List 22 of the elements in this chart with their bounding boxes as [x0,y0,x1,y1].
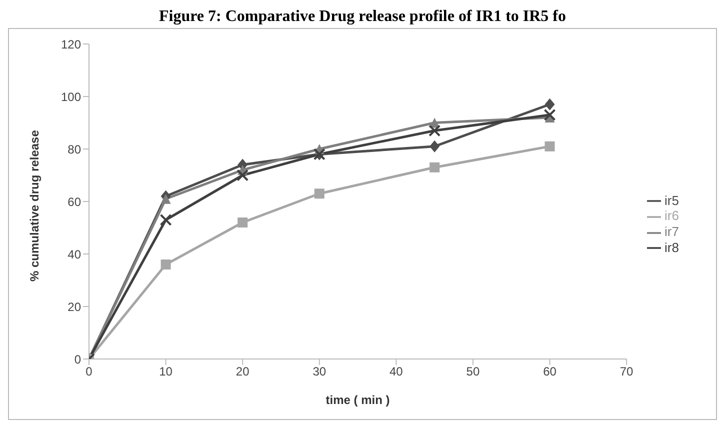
legend-label: ir7 [664,224,679,239]
legend-label: ir6 [664,208,679,224]
x-tick-label: 70 [620,364,634,379]
y-tick-label: 120 [60,37,82,52]
y-tick-label: 40 [68,247,82,262]
chart-title: Figure 7: Comparative Drug release profile of IR1 to IR5 fo [158,8,568,27]
x-tick-label: 50 [466,364,480,379]
x-tick-label: 20 [236,364,250,379]
x-tick-label: 10 [159,364,173,379]
x-tick-label: 30 [312,364,326,379]
y-axis-title: % cumulative drug release [27,130,42,282]
y-tick-label: 0 [74,352,82,366]
x-tick-label: 60 [543,364,557,379]
x-tick-label: 40 [389,364,404,379]
y-tick-label: 60 [68,194,82,209]
y-tick-label: 100 [60,90,82,104]
y-tick-label: 20 [68,300,82,314]
legend-label: ir8 [664,240,679,255]
x-axis-title: time ( min ) [326,393,390,407]
legend-label: ir5 [664,192,679,208]
y-tick-label: 80 [68,142,82,156]
x-tick-label: 0 [86,364,93,379]
